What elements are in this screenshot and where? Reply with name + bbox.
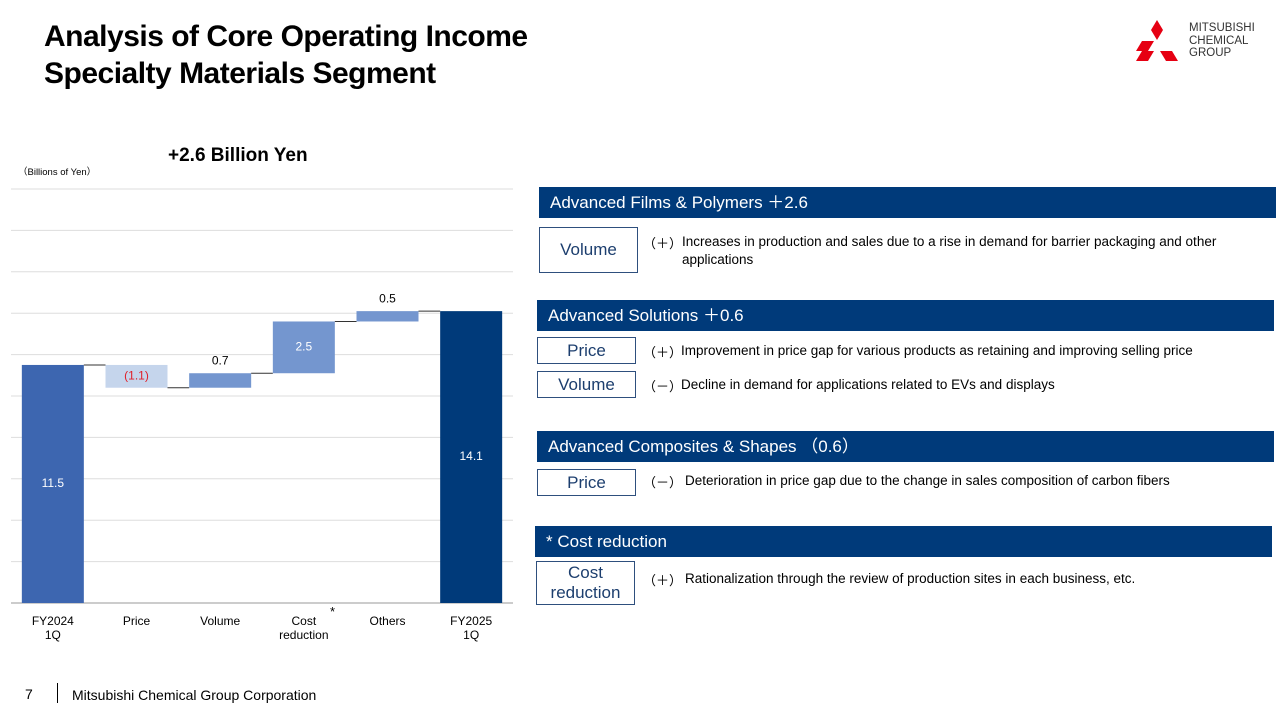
- value-label: 0.7: [212, 353, 229, 367]
- slide-title: Analysis of Core Operating Income Specia…: [44, 18, 528, 92]
- value-label: 2.5: [295, 340, 312, 354]
- item-text: Increases in production and sales due to…: [682, 234, 1217, 267]
- bar: [189, 373, 252, 388]
- sign: （－）: [643, 475, 683, 490]
- item-text: Decline in demand for applications relat…: [681, 377, 1055, 392]
- sign: （＋）: [643, 573, 683, 588]
- value-label: 0.5: [379, 291, 396, 305]
- section-header: Advanced Composites & Shapes （0.6）: [537, 431, 1274, 462]
- x-tick-label: Others: [369, 614, 406, 628]
- item-text: Rationalization through the review of pr…: [685, 571, 1136, 586]
- x-tick-label: FY2025 1Q: [450, 614, 493, 642]
- sign: （－）: [643, 379, 683, 394]
- value-label: 14.1: [459, 449, 483, 463]
- chart-title: +2.6 Billion Yen: [168, 145, 308, 166]
- x-tick-label: FY2024 1Q: [31, 614, 74, 642]
- title-line: Specialty Materials Segment: [44, 57, 436, 90]
- bar: [21, 364, 84, 603]
- x-tick-label: Cost reduction: [279, 614, 329, 642]
- tag: Price: [537, 337, 636, 364]
- sign: （＋）: [643, 345, 683, 360]
- annotation: *: [330, 604, 336, 619]
- bar: [105, 364, 168, 388]
- logo-line: CHEMICAL: [1189, 34, 1249, 47]
- section-header: Advanced Solutions ＋0.6: [537, 300, 1274, 331]
- tag: Volume: [539, 227, 638, 273]
- logo-line: GROUP: [1189, 47, 1232, 59]
- x-tick-label: Price: [122, 614, 151, 628]
- unit-label: （Billions of Yen）: [18, 167, 97, 178]
- value-label: (1.1): [124, 369, 149, 383]
- item-text: Improvement in price gap for various pro…: [681, 343, 1193, 358]
- page-number: 7: [25, 686, 33, 702]
- item-text: Deterioration in price gap due to the ch…: [685, 473, 1170, 488]
- logo-text: MITSUBISHI CHEMICAL GROUP: [1189, 22, 1255, 60]
- bar: [440, 311, 503, 603]
- bar: [356, 311, 419, 322]
- title-line: Analysis of Core Operating Income: [44, 20, 528, 53]
- bar: [272, 321, 335, 374]
- value-label: 11.5: [42, 476, 65, 490]
- chart: 11.5 (1.1) 0.7 2.5 0.5 14.1: [11, 188, 513, 604]
- x-tick-label: Volume: [200, 614, 241, 628]
- section-header: Advanced Films & Polymers ＋2.6: [539, 187, 1276, 218]
- company: Mitsubishi Chemical Group Corporation: [72, 687, 317, 703]
- divider: [57, 683, 58, 703]
- tag: Price: [537, 469, 636, 496]
- section-header: * Cost reduction: [535, 526, 1272, 557]
- logo-mark: [1136, 20, 1178, 61]
- tag: Cost reduction: [536, 561, 635, 605]
- sign: （＋）: [643, 236, 683, 251]
- tag: Volume: [537, 371, 636, 398]
- logo-line: MITSUBISHI: [1189, 22, 1255, 34]
